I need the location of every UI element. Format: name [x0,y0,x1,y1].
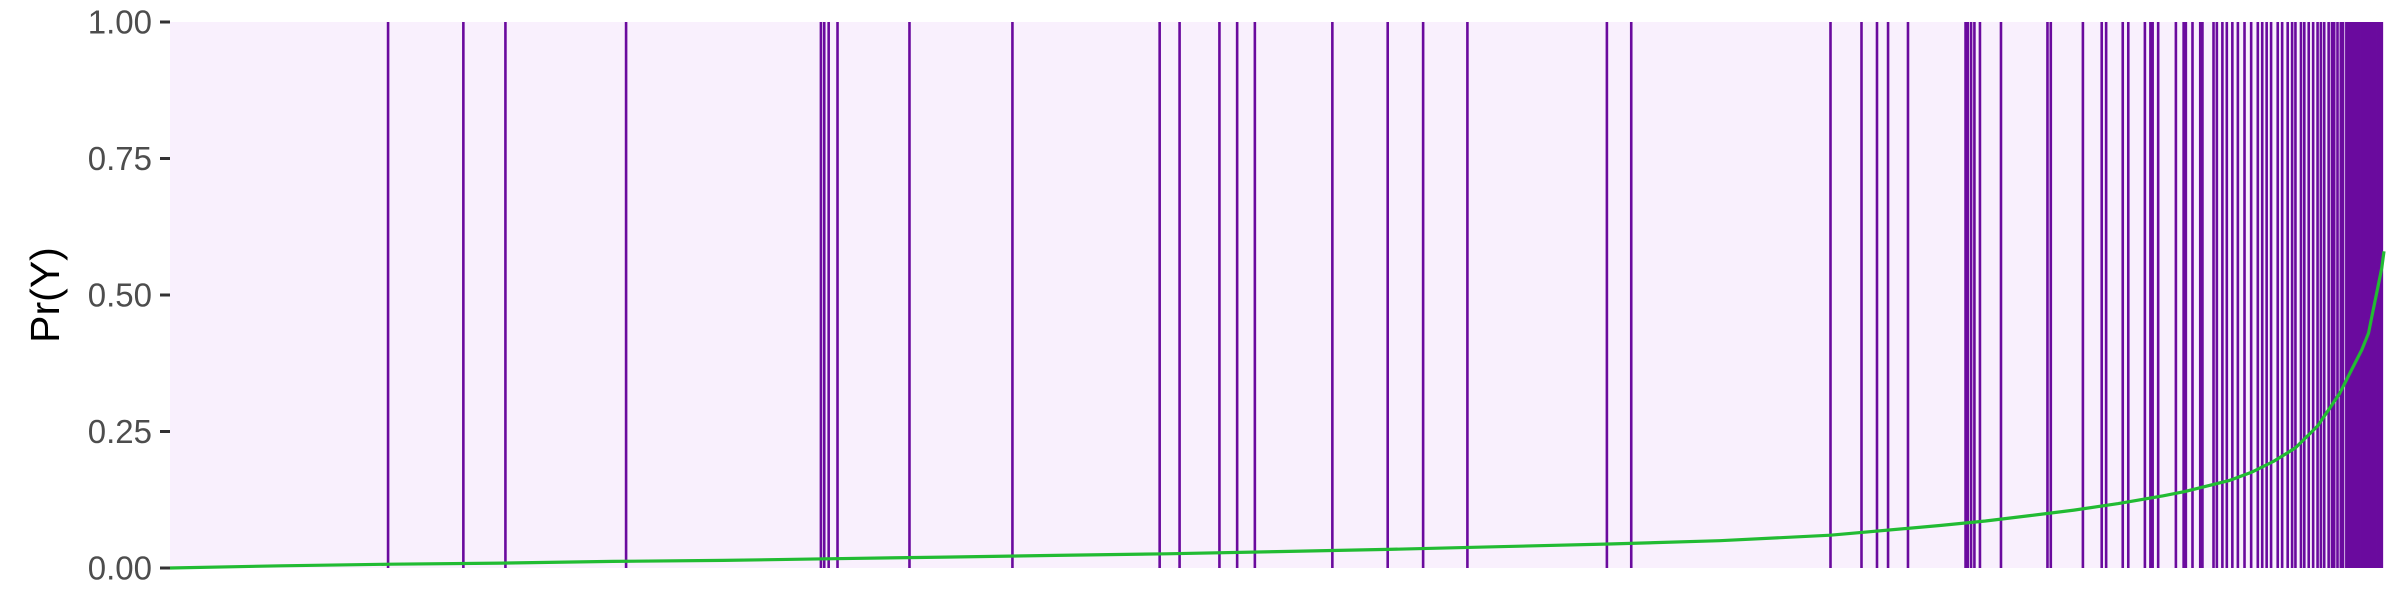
plot-panel [170,22,2384,568]
y-axis: 0.00 0.25 0.50 0.75 1.00 [88,4,170,587]
probability-curve-0 [169,251,2386,570]
y-tick-label-3: 0.75 [88,140,152,177]
y-tick-label-1: 0.25 [88,413,152,450]
event-lines [386,22,2384,568]
y-axis-title: Pr(Y) [22,247,68,343]
y-tick-label-2: 0.50 [88,277,152,314]
probability-curve-layer [169,251,2386,570]
y-tick-label-0: 0.00 [88,550,152,587]
y-tick-label-4: 1.00 [88,4,152,41]
